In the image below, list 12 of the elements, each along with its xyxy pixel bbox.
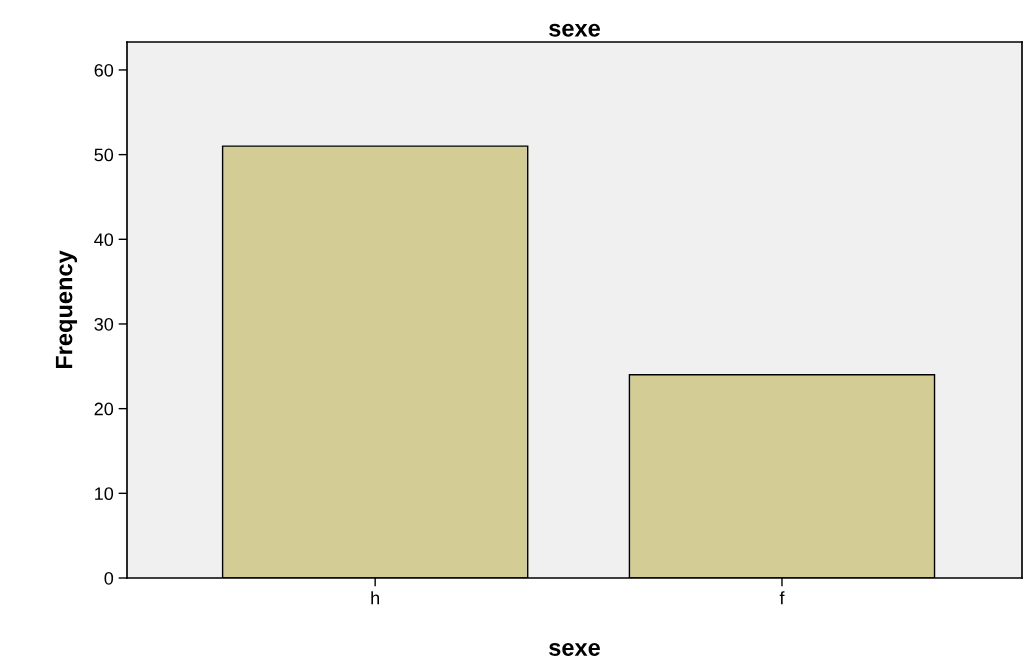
y-axis-title: Frequency [55, 250, 78, 369]
y-tick-label: 40 [94, 233, 114, 247]
chart-title: sexe [549, 23, 600, 37]
y-tick-label: 30 [94, 317, 114, 331]
y-tick-label: 0 [104, 571, 114, 585]
x-tick-label: f [779, 591, 785, 605]
y-tick-label: 10 [95, 487, 114, 501]
y-tick-label: 50 [94, 148, 114, 162]
x-axis-title: sexe [549, 642, 600, 656]
x-tick-label: h [371, 591, 380, 605]
y-tick-label: 60 [94, 63, 114, 77]
y-tick-label: 20 [94, 402, 114, 416]
